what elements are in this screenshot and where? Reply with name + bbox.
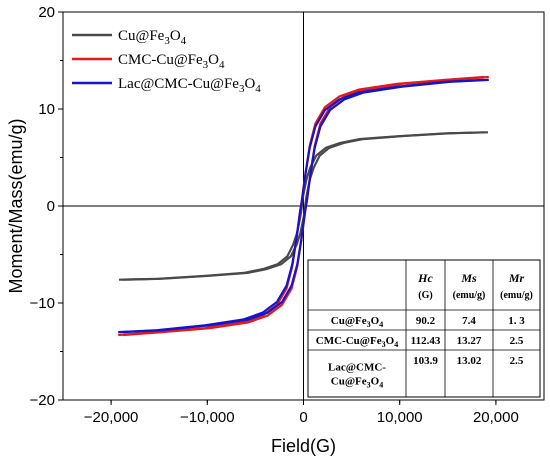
series-line-ascending xyxy=(123,78,489,334)
series-line-descending xyxy=(118,78,484,334)
table-cell: 13.27 xyxy=(457,335,482,347)
y-tick-label: 20 xyxy=(38,4,55,21)
table-header-cell: Ms xyxy=(460,271,477,285)
table-header-cell: Hc xyxy=(417,271,433,285)
x-tick-label: −10,000 xyxy=(180,409,235,426)
legend-entry: Lac@CMC-Cu@Fe3O4 xyxy=(118,76,261,95)
x-tick-label: 20,000 xyxy=(473,409,519,426)
legend-entry: CMC-Cu@Fe3O4 xyxy=(118,52,225,71)
table-cell: 112.43 xyxy=(411,335,441,347)
table-header-unit: (emu/g) xyxy=(500,290,533,301)
y-tick-label: −20 xyxy=(30,392,55,409)
table-header-unit: (G) xyxy=(418,290,432,301)
y-tick-label: 0 xyxy=(47,198,55,215)
table-row-label: Lac@CMC- xyxy=(328,362,386,374)
legend: Cu@Fe3O4 CMC-Cu@Fe3O4 Lac@CMC-Cu@Fe3O4 xyxy=(72,28,261,95)
y-tick-label: −10 xyxy=(30,295,55,312)
x-tick-label: −20,000 xyxy=(84,409,139,426)
table-cell: 2.5 xyxy=(510,335,524,347)
table-row-label: CMC-Cu@Fe3O4 xyxy=(316,335,398,349)
y-axis-label: Moment/Mass(emu/g) xyxy=(6,118,26,293)
table-border xyxy=(307,259,541,398)
legend-entry: Cu@Fe3O4 xyxy=(118,28,187,47)
table-cell: 13.02 xyxy=(457,355,482,367)
table-row-label: Cu@Fe3O4 xyxy=(331,376,383,390)
table-cell: 1. 3 xyxy=(508,315,525,327)
table-row-label: Cu@Fe3O4 xyxy=(331,315,383,329)
table-cell: 90.2 xyxy=(416,315,436,327)
series-2 xyxy=(118,78,489,334)
table-cell: 103.9 xyxy=(413,355,438,367)
x-tick-label: 10,000 xyxy=(377,409,423,426)
x-axis-label: Field(G) xyxy=(271,436,336,456)
table-cell: 7.4 xyxy=(462,315,476,327)
table-header-cell: Mr xyxy=(508,271,525,285)
table-cell: 2.5 xyxy=(510,355,524,367)
y-tick-label: 10 xyxy=(38,101,55,118)
data-table: Hc (G) Ms (emu/g) Mr (emu/g) Cu@Fe3O4 90.2 7.4 1.… xyxy=(307,259,541,398)
x-tick-label: 0 xyxy=(299,409,307,426)
table-header-unit: (emu/g) xyxy=(453,290,486,301)
